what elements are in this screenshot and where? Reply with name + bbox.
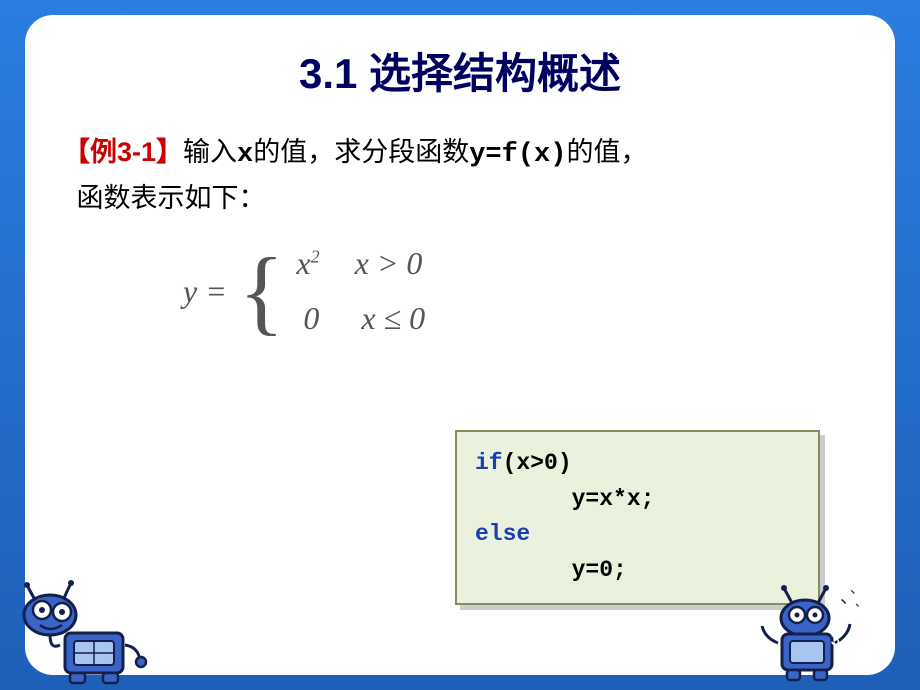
code-cond: (x>0) (503, 450, 572, 476)
kw-else: else (475, 521, 530, 547)
example-label: 【例3-1】 (63, 137, 183, 167)
svg-text:、: 、 (850, 580, 864, 596)
piecewise-formula: y = { x2 x > 0 0 x ≤ 0 (183, 245, 857, 337)
page-number: 3 (831, 630, 840, 650)
code-l2: y=x*x; (475, 486, 654, 512)
formula-lhs: y = (183, 273, 227, 310)
brace-icon: { (239, 253, 285, 329)
slide-panel: 3.1 选择结构概述 【例3-1】输入x的值，求分段函数y=f(x)的值， 函数… (25, 15, 895, 675)
robot-right-icon: 、 、 、 (750, 578, 865, 683)
svg-text:、: 、 (855, 595, 865, 609)
case2-expr: 0 (296, 300, 326, 337)
txt3: 的值， (566, 137, 647, 167)
case1-cond: x > 0 (355, 245, 423, 282)
case2-cond: x ≤ 0 (361, 300, 425, 337)
code-l4: y=0; (475, 557, 627, 583)
var-yfx: y=f(x) (469, 140, 566, 170)
txt1: 输入 (183, 137, 237, 167)
var-x: x (237, 140, 253, 170)
case1-expr: x2 (296, 245, 319, 282)
txt4: 函数表示如下： (77, 183, 266, 213)
example-text: 【例3-1】输入x的值，求分段函数y=f(x)的值， 函数表示如下： (63, 131, 857, 220)
kw-if: if (475, 450, 503, 476)
page-title: 3.1 选择结构概述 (63, 40, 857, 101)
txt2: 的值，求分段函数 (253, 137, 469, 167)
robot-left-icon (20, 565, 150, 685)
